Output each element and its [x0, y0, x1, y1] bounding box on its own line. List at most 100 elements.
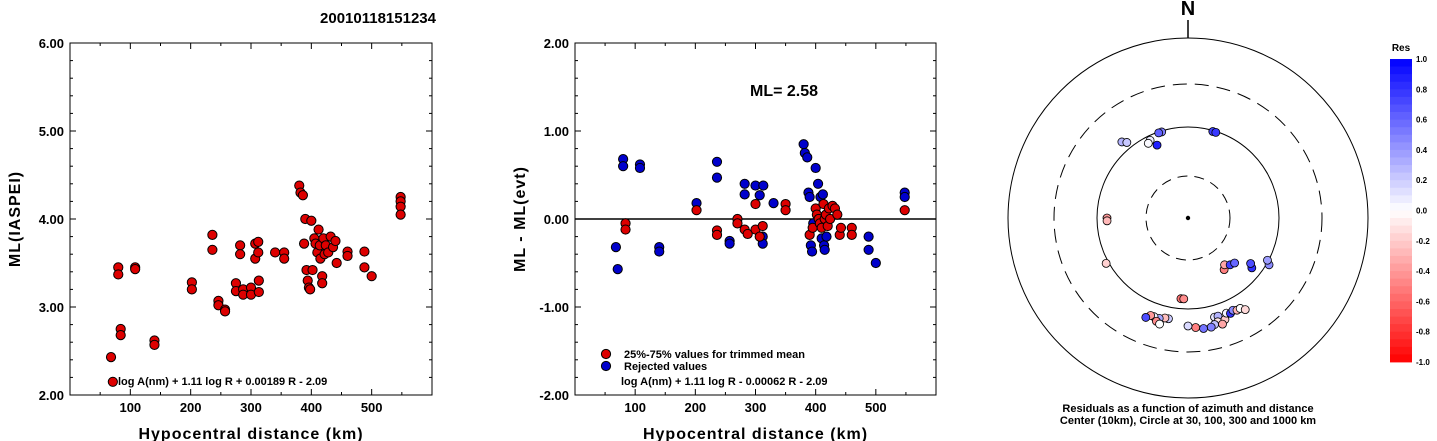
y-tick-label: -1.00 [539, 300, 569, 315]
data-point [297, 190, 308, 201]
colorbar-segment [1390, 308, 1412, 317]
colorbar-tick-label: 0.4 [1416, 146, 1428, 155]
colorbar-segment [1390, 255, 1412, 264]
data-point [612, 264, 623, 275]
data-point [1179, 294, 1189, 304]
data-point [899, 205, 910, 216]
colorbar-tick-label: 0.8 [1416, 85, 1428, 94]
y-axis-label: ML - ML(evt) [512, 166, 529, 272]
north-label: N [1181, 0, 1195, 20]
data-point [825, 213, 836, 225]
data-point [817, 189, 828, 200]
data-point [739, 178, 750, 189]
data-point [754, 231, 765, 242]
colorbar-tick-label: 0.6 [1416, 116, 1428, 125]
colorbar-segment [1390, 339, 1412, 348]
data-point [1183, 321, 1193, 331]
x-axis-label: Hypocentral distance (km) [643, 426, 868, 441]
colorbar-segment [1390, 81, 1412, 90]
colorbar-tick-label: 0.0 [1416, 207, 1428, 216]
colorbar-segment [1390, 119, 1412, 128]
data-point [1102, 216, 1112, 226]
data-point [1218, 319, 1227, 329]
data-point [711, 156, 723, 167]
residual-colorbar: Res 1.0 0.8 0.6 0.4 0.2 0.0 -0.2 -0.4 -0.6 -0.8 -1.… [1390, 43, 1430, 367]
ring-1000km [1007, 37, 1369, 399]
colorbar-segment [1390, 149, 1412, 158]
data-point [1141, 313, 1151, 322]
colorbar-tick-label: -0.4 [1416, 267, 1430, 276]
data-point [804, 191, 815, 203]
data-point [768, 198, 779, 209]
data-point [298, 238, 310, 249]
ring-300km [1053, 83, 1323, 353]
data-point [739, 189, 750, 200]
colorbar-tick-label: 1.0 [1416, 55, 1428, 64]
colorbar-segment [1390, 112, 1412, 120]
colorbar-segment [1390, 240, 1412, 249]
data-point [307, 264, 318, 276]
colorbar-tick-label: -0.2 [1416, 237, 1430, 246]
data-point [235, 240, 246, 251]
data-point [870, 257, 881, 269]
data-point [711, 229, 723, 240]
colorbar-segment [1390, 157, 1412, 166]
data-point [620, 224, 631, 235]
colorbar-segment [1390, 172, 1412, 181]
data-point [313, 224, 324, 235]
colorbar-segment [1390, 354, 1412, 363]
y-tick-label: 5.00 [39, 124, 64, 139]
colorbar-tick-label: -0.8 [1416, 328, 1430, 337]
data-point [317, 278, 328, 289]
colorbar-segment [1390, 271, 1412, 280]
y-tick-label: 2.00 [544, 36, 569, 51]
data-point [806, 246, 818, 257]
data-point [253, 236, 264, 247]
data-point [1101, 258, 1111, 268]
colorbar-segment [1390, 263, 1412, 272]
colorbar-segment [1390, 127, 1412, 136]
ring-100km [1096, 126, 1280, 310]
data-point [1154, 128, 1164, 138]
x-tick-label: 400 [300, 400, 322, 415]
x-tick-label: 200 [684, 400, 706, 415]
data-point [359, 262, 370, 273]
data-point [1246, 259, 1256, 268]
data-point [846, 229, 857, 240]
data-point [802, 152, 813, 163]
data-point [235, 249, 246, 260]
data-point [330, 235, 341, 247]
data-point [1263, 255, 1272, 265]
colorbar-tick-label: 0.2 [1416, 176, 1428, 185]
ml-value: ML= 2.58 [750, 83, 818, 100]
data-point [253, 275, 264, 286]
data-point [742, 228, 753, 240]
data-point [618, 161, 629, 172]
y-tick-label: 6.00 [39, 36, 64, 51]
data-point [305, 284, 316, 295]
data-point [724, 238, 735, 249]
data-point [149, 339, 160, 350]
data-point [366, 271, 377, 282]
data-point [819, 244, 830, 255]
formula-text: log A(nm) + 1.11 log R + 0.00189 R - 2.0… [118, 376, 327, 388]
data-point [835, 222, 847, 233]
formula-text: log A(nm) + 1.11 log R - 0.00062 R - 2.0… [621, 376, 828, 388]
y-tick-label: 4.00 [39, 212, 64, 227]
caption-line: Residuals as a function of azimuth and d… [1062, 403, 1313, 415]
residual-plot: 100 200 300 400 500 -2.00 -1.00 0.00 1.00 2.00 Hyp… [512, 36, 937, 441]
colorbar-segment [1390, 346, 1412, 355]
colorbar-segment [1390, 89, 1412, 98]
caption-line: Center (10km), Circle at 30, 100, 300 an… [1060, 415, 1316, 427]
colorbar-segment [1390, 316, 1412, 325]
colorbar-segment [1390, 74, 1412, 83]
data-point [1230, 258, 1240, 268]
ring-30km [1145, 175, 1231, 261]
data-point [610, 242, 622, 253]
colorbar-segment [1390, 331, 1412, 340]
x-tick-label: 100 [624, 400, 646, 415]
data-point [1199, 324, 1208, 333]
colorbar-segment [1390, 165, 1412, 174]
data-point [107, 376, 118, 387]
data-point [654, 246, 665, 257]
